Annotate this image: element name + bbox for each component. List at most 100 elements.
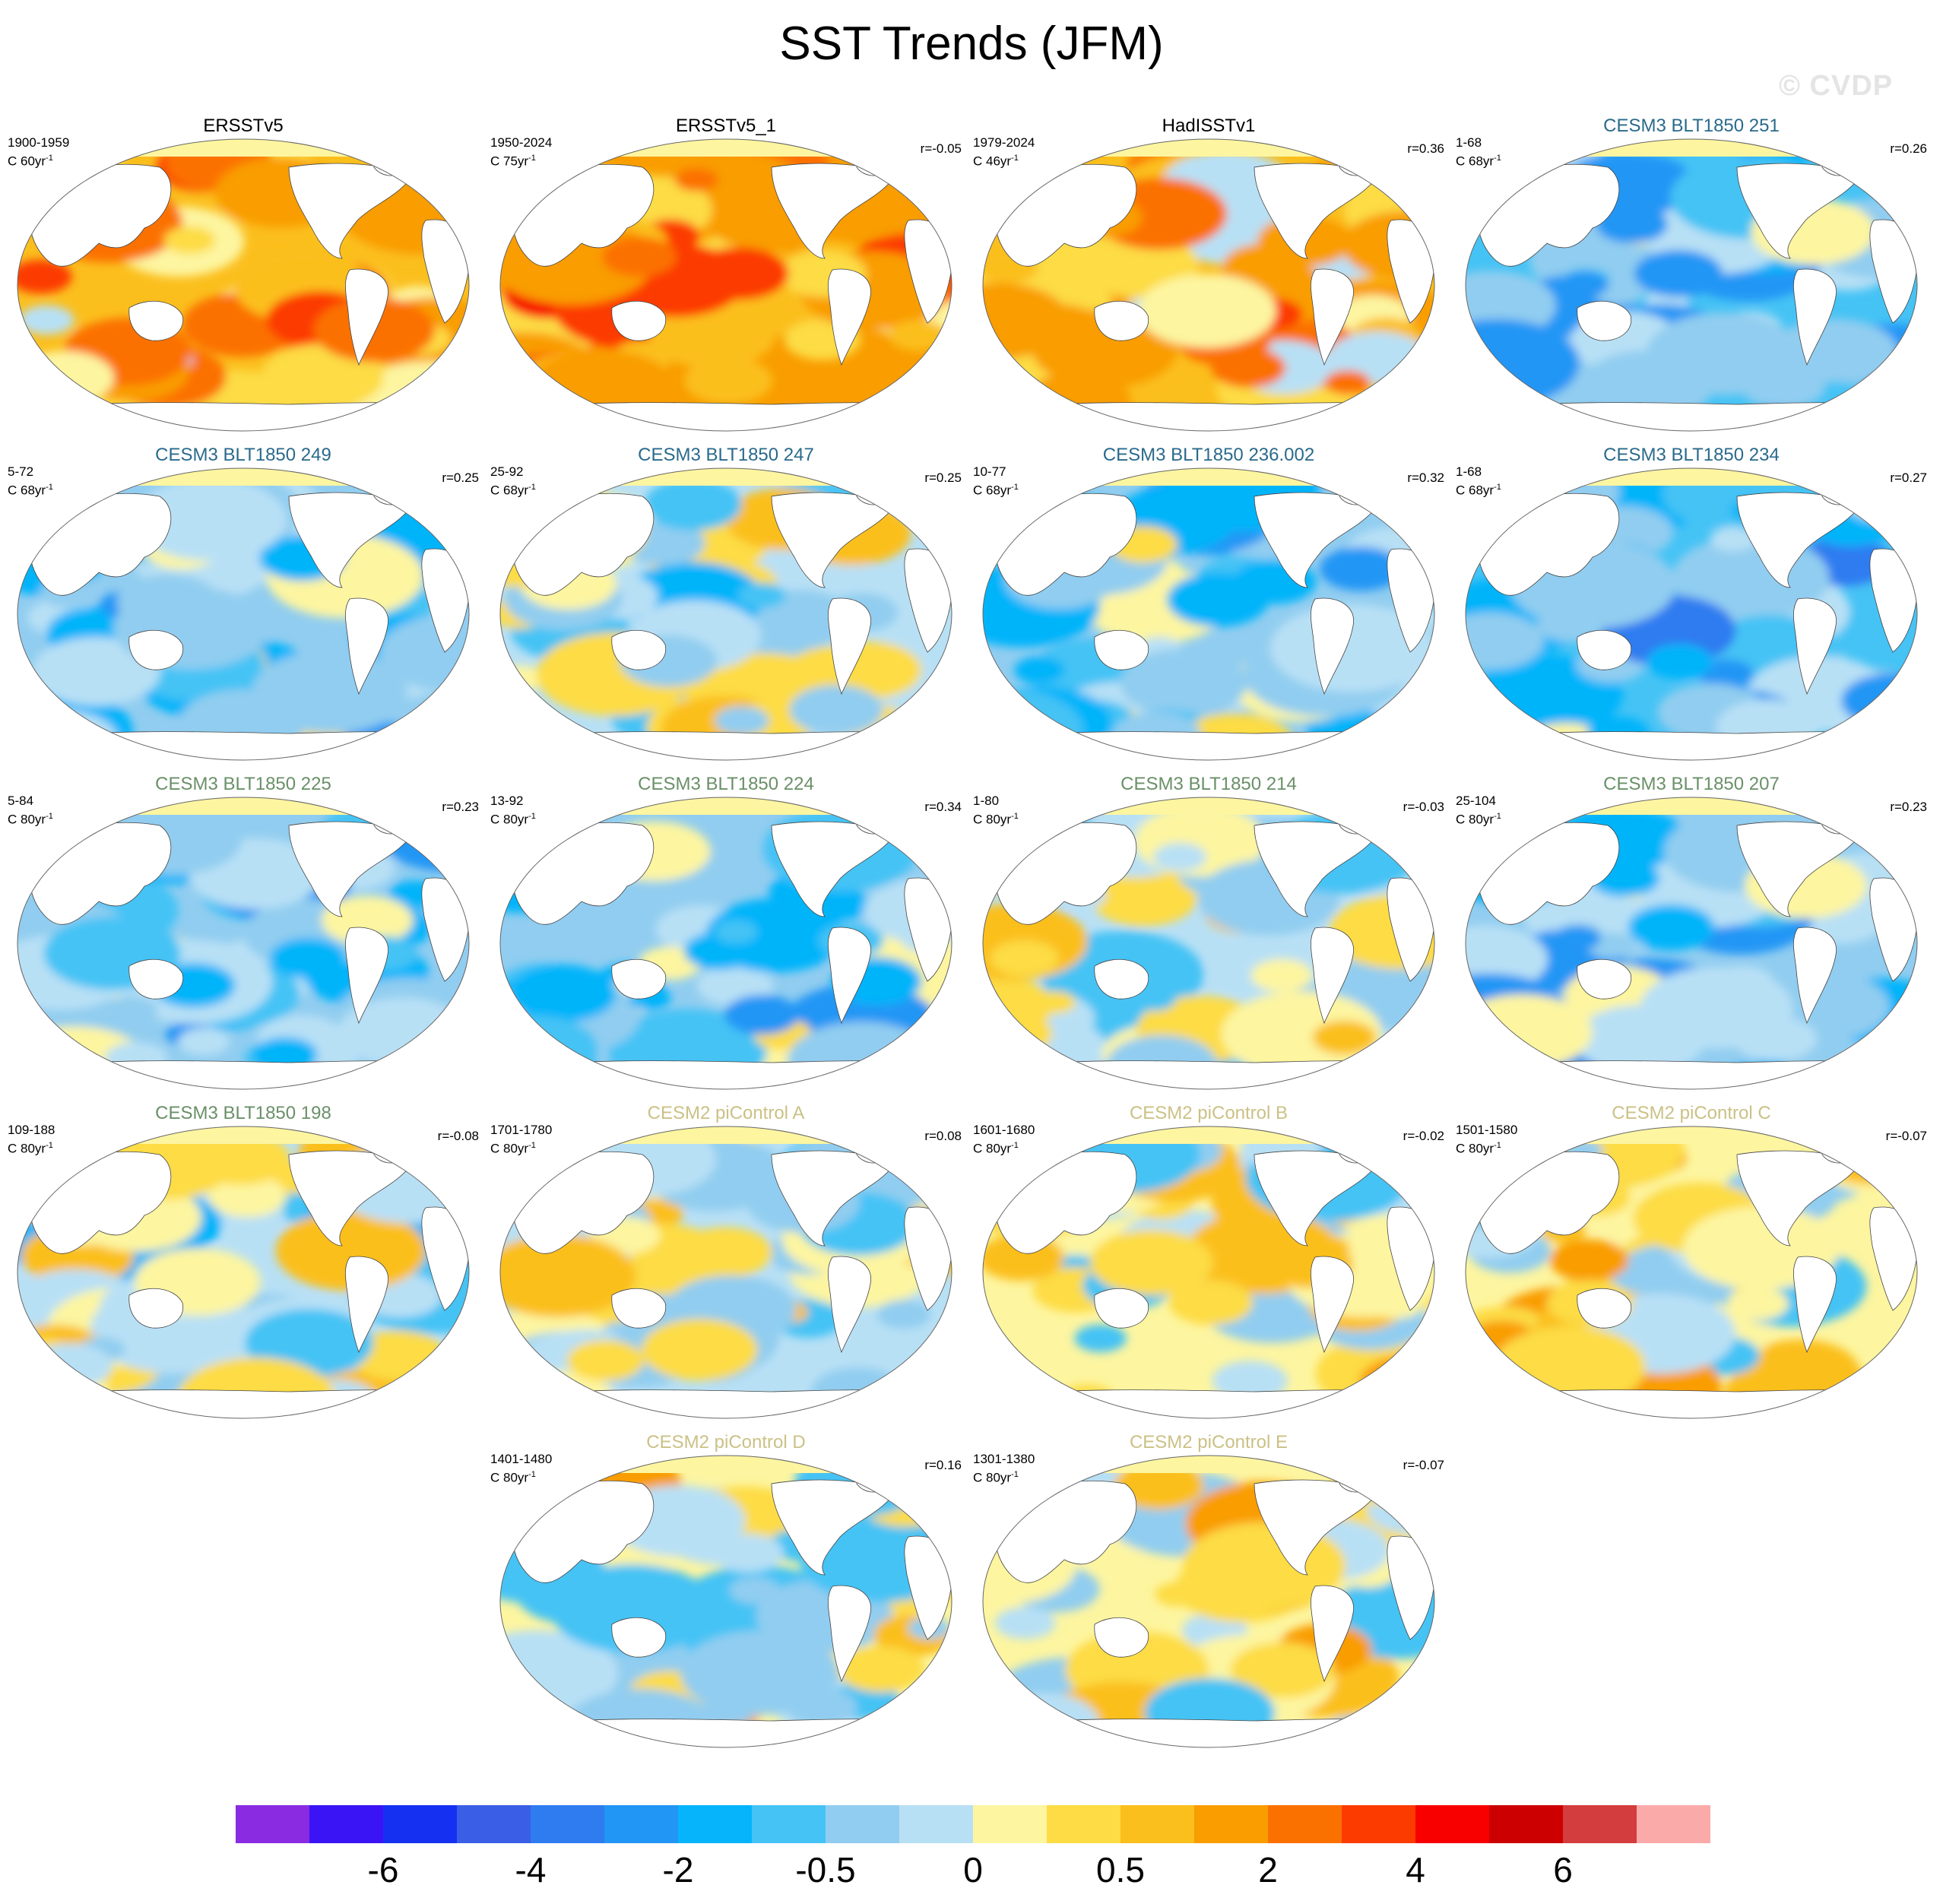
trend-blob (1646, 644, 1713, 680)
trend-blob (17, 260, 72, 293)
trend-blob (990, 939, 1059, 977)
land-south-america (828, 1256, 872, 1354)
map-panel: CESM2 piControl B 1601-1680 C 80yr-1 r=-0.0… (973, 1103, 1444, 1422)
trend-blob (132, 478, 287, 561)
trend-blob (508, 964, 616, 1022)
panel-units-text: C 68yr (973, 483, 1012, 498)
trend-blob (674, 168, 718, 192)
trend-blob (1726, 1287, 1789, 1321)
map-outline (982, 1126, 1435, 1419)
trend-blob (1846, 483, 1916, 521)
arctic-band (1466, 139, 1917, 157)
panel-units-text: C 80yr (8, 1141, 46, 1156)
arctic-band (500, 1126, 952, 1144)
map-outline (499, 138, 952, 432)
sst-trend-map (981, 795, 1437, 1091)
panel-title: CESM2 piControl A (647, 1103, 805, 1123)
panel-title: CESM2 piControl C (1612, 1103, 1771, 1123)
land-australia (128, 958, 184, 1000)
colorbar-tick-label: 4 (1406, 1850, 1425, 1890)
panel-units: C 80yr-1 (973, 1467, 1035, 1486)
trend-blob (1090, 870, 1197, 927)
sst-trend-map (498, 795, 954, 1091)
trend-blob (1549, 1239, 1629, 1282)
land-australia (1094, 958, 1149, 1000)
land-antarctica (500, 731, 952, 760)
map-panel: CESM3 BLT1850 214 1-80 C 80yr-1 r=-0.03 (973, 774, 1444, 1093)
panel-period: 5-84 (8, 794, 34, 808)
panel-period-info: 25-104 C 80yr-1 (1456, 794, 1501, 828)
panel-units-exponent: -1 (528, 154, 536, 163)
panel-units-text: C 68yr (1456, 483, 1494, 498)
sst-trend-map-svg (982, 797, 1435, 1090)
trend-blob (190, 1132, 290, 1186)
trend-blob (1347, 1709, 1431, 1747)
sst-trend-map-svg (17, 138, 470, 432)
arctic-band (17, 468, 469, 486)
panel-units-text: C 80yr (490, 1470, 529, 1485)
land-antarctica (1466, 731, 1917, 760)
panel-units: C 80yr-1 (973, 809, 1019, 828)
map-outline (982, 467, 1435, 761)
trend-blob (1628, 904, 1715, 951)
panel-correlation: r=-0.07 (1403, 1458, 1444, 1472)
land-south-america (345, 1256, 389, 1354)
cvdp-watermark: © CVDP (1779, 70, 1894, 102)
trend-blob (1869, 147, 1917, 176)
land-australia (128, 300, 184, 341)
panel-period-info: 10-77 C 68yr-1 (973, 464, 1019, 499)
colorbar-tick-label: -0.5 (795, 1850, 856, 1890)
trend-blob (1698, 659, 1754, 689)
trend-blob (715, 706, 769, 736)
land-australia (1094, 629, 1149, 670)
panel-period: 1979-2024 (973, 135, 1035, 150)
panel-correlation: r=0.27 (1890, 470, 1927, 485)
panel-correlation: r=0.23 (442, 800, 479, 814)
panel-units-text: C 80yr (490, 1141, 529, 1156)
map-outline (1465, 797, 1918, 1090)
panel-period-info: 1501-1580 C 80yr-1 (1456, 1123, 1517, 1157)
colorbar-box (1047, 1805, 1121, 1843)
panel-units: C 68yr-1 (1456, 480, 1501, 499)
panel-period: 1950-2024 (490, 135, 553, 150)
map-panel: CESM3 BLT1850 249 5-72 C 68yr-1 r=0.25 (8, 445, 479, 764)
land-australia (1577, 958, 1632, 1000)
trend-blob (394, 468, 469, 514)
trend-blob (275, 1210, 426, 1291)
colorbar-box (1268, 1805, 1342, 1843)
panel-period-info: 1-68 C 68yr-1 (1456, 135, 1501, 169)
trend-blob (729, 1576, 781, 1605)
arctic-band (500, 139, 952, 157)
trend-blob (1221, 990, 1382, 1077)
map-outline (17, 138, 470, 432)
panel-units: C 80yr-1 (8, 1138, 55, 1157)
trend-blob (712, 1533, 784, 1573)
map-panel: CESM2 piControl A 1701-1780 C 80yr-1 r=0.08 (490, 1103, 962, 1422)
trend-blob (163, 226, 216, 254)
land-antarctica (1466, 1389, 1917, 1418)
trend-blob (1836, 1051, 1916, 1089)
colorbar-box (678, 1805, 753, 1843)
sst-trend-map (15, 1124, 471, 1421)
colorbar-box (236, 1805, 310, 1843)
trend-blob (1466, 380, 1540, 431)
trend-blob (680, 1630, 839, 1716)
panel-correlation: r=0.34 (924, 800, 962, 814)
panel-title: CESM3 BLT1850 198 (155, 1103, 331, 1123)
panel-units-exponent: -1 (528, 1141, 536, 1150)
land-south-america (1793, 927, 1837, 1025)
map-outline (1465, 1126, 1918, 1419)
trend-blob (1230, 1642, 1335, 1698)
panel-units-exponent: -1 (1494, 812, 1501, 821)
panel-period: 1701-1780 (490, 1123, 553, 1137)
land-australia (611, 1617, 667, 1658)
land-australia (611, 958, 667, 1000)
land-antarctica (17, 1389, 469, 1418)
land-south-america (828, 268, 872, 366)
panel-title: CESM3 BLT1850 224 (638, 774, 814, 794)
colorbar-tick-label: -6 (367, 1850, 399, 1890)
panel-title: ERSSTv5 (203, 116, 284, 136)
sst-trend-map-svg (1465, 797, 1918, 1090)
panel-units: C 75yr-1 (490, 150, 552, 169)
sst-trend-map (498, 137, 954, 433)
